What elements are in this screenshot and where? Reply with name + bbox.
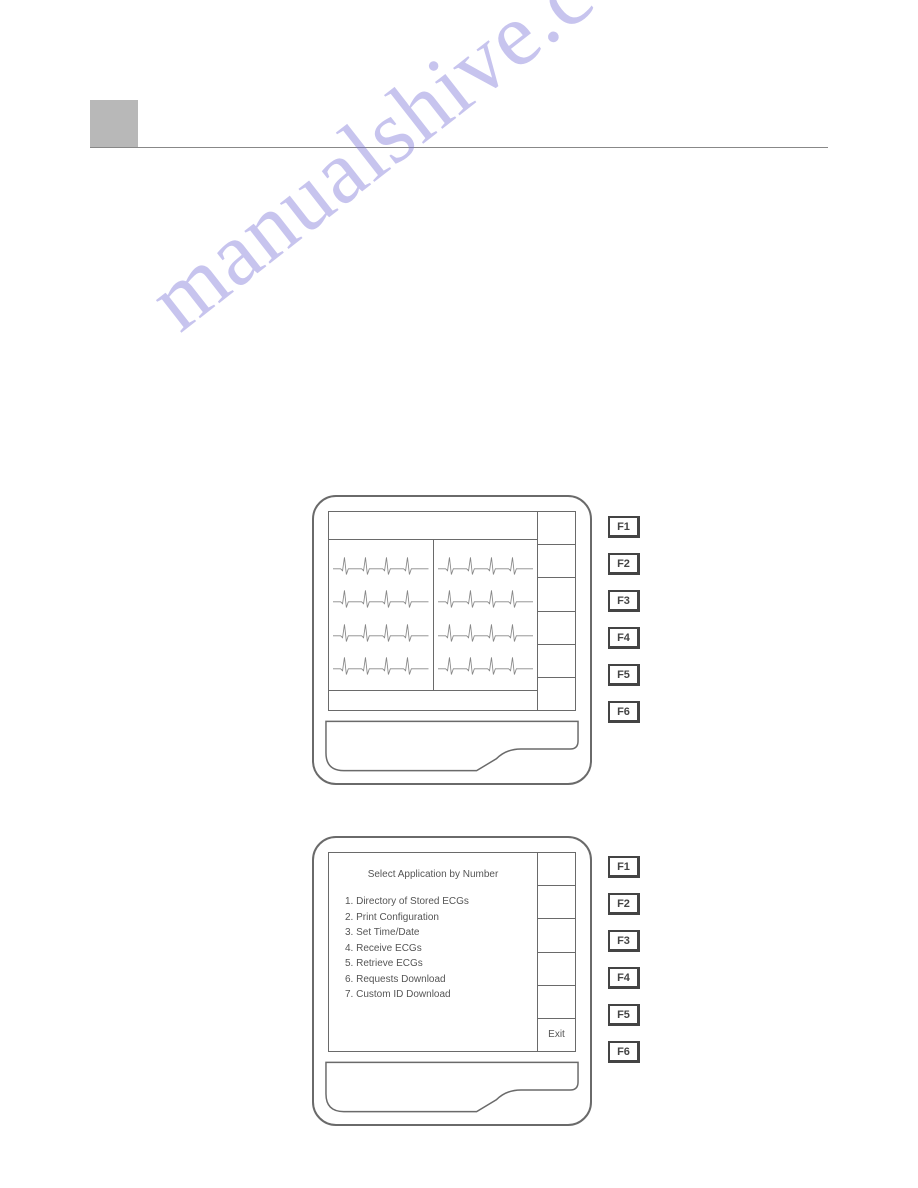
f3-key-icon: F3	[608, 930, 640, 952]
device-illustration-menu: Select Application by Number 1. Director…	[312, 836, 592, 1126]
softkey-cell	[538, 578, 575, 611]
ecg-trace	[438, 620, 534, 644]
device-screen-menu: Select Application by Number 1. Director…	[328, 852, 576, 1052]
softkey-cell	[538, 853, 575, 886]
menu-item: 4. Receive ECGs	[345, 941, 525, 957]
f2-key-icon: F2	[608, 893, 640, 915]
softkey-cell	[538, 678, 575, 710]
menu-item: 7. Custom ID Download	[345, 987, 525, 1003]
fkey-group-first: F1 F2 F3 F4 F5 F6	[608, 516, 648, 738]
menu-item: 5. Retrieve ECGs	[345, 956, 525, 972]
ecg-waveform-area	[329, 540, 537, 690]
menu-item: 2. Print Configuration	[345, 910, 525, 926]
header-rule	[90, 147, 828, 148]
f3-key-icon: F3	[608, 590, 640, 612]
f5-key-icon: F5	[608, 1004, 640, 1026]
ecg-trace	[438, 586, 534, 610]
menu-item: 6. Requests Download	[345, 972, 525, 988]
f4-key-icon: F4	[608, 627, 640, 649]
screen-footer-ecg	[329, 690, 537, 710]
softkey-cell	[538, 645, 575, 678]
screen-header-ecg	[329, 512, 537, 540]
softkey-cell	[538, 919, 575, 952]
softkey-sidebar-menu: Exit	[537, 853, 575, 1051]
softkey-sidebar-ecg	[537, 512, 575, 710]
softkey-cell	[538, 545, 575, 578]
device-illustration-ecg	[312, 495, 592, 785]
softkey-cell-exit: Exit	[538, 1019, 575, 1051]
f6-key-icon: F6	[608, 1041, 640, 1063]
softkey-cell	[538, 612, 575, 645]
softkey-cell	[538, 886, 575, 919]
ecg-trace	[333, 620, 429, 644]
softkey-cell	[538, 986, 575, 1019]
ecg-trace	[438, 553, 534, 577]
ecg-trace	[438, 653, 534, 677]
ecg-column-right	[434, 540, 538, 690]
f5-key-icon: F5	[608, 664, 640, 686]
page-header	[90, 100, 828, 148]
menu-item: 1. Directory of Stored ECGs	[345, 894, 525, 910]
device-lower-panel	[324, 1060, 580, 1114]
f6-key-icon: F6	[608, 701, 640, 723]
softkey-cell	[538, 953, 575, 986]
ecg-column-left	[329, 540, 434, 690]
menu-title: Select Application by Number	[341, 869, 525, 880]
ecg-trace	[333, 553, 429, 577]
header-gray-box	[90, 100, 138, 148]
f1-key-icon: F1	[608, 516, 640, 538]
menu-item: 3. Set Time/Date	[345, 925, 525, 941]
fkey-group-second: F1 F2 F3 F4 F5 F6	[608, 856, 648, 1078]
device-screen-ecg	[328, 511, 576, 711]
ecg-trace	[333, 586, 429, 610]
softkey-cell	[538, 512, 575, 545]
f2-key-icon: F2	[608, 553, 640, 575]
ecg-trace	[333, 653, 429, 677]
menu-list: 1. Directory of Stored ECGs 2. Print Con…	[341, 894, 525, 1003]
device-lower-panel	[324, 719, 580, 773]
f4-key-icon: F4	[608, 967, 640, 989]
watermark-text: manualshive.com	[130, 0, 704, 351]
f1-key-icon: F1	[608, 856, 640, 878]
application-menu: Select Application by Number 1. Director…	[329, 853, 537, 1051]
